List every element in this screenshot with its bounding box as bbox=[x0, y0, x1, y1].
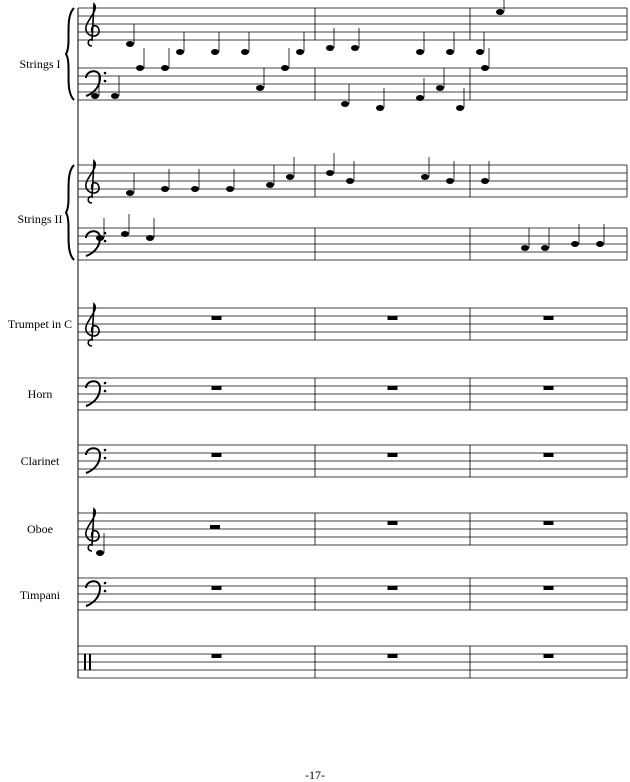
note bbox=[281, 65, 289, 71]
rest bbox=[387, 386, 398, 390]
note bbox=[91, 93, 99, 99]
note bbox=[571, 241, 579, 247]
note bbox=[346, 178, 354, 184]
rest bbox=[387, 316, 398, 320]
treble-clef bbox=[85, 159, 100, 204]
note bbox=[436, 85, 444, 91]
note bbox=[341, 101, 349, 107]
bass-clef-dot bbox=[103, 448, 107, 452]
note bbox=[476, 49, 484, 55]
note bbox=[111, 93, 119, 99]
instrument-label: Strings I bbox=[19, 57, 60, 71]
rest bbox=[387, 521, 398, 525]
bass-clef bbox=[85, 70, 102, 97]
note bbox=[376, 105, 384, 111]
note bbox=[456, 105, 464, 111]
rest bbox=[543, 453, 554, 457]
bass-clef-dot bbox=[103, 71, 107, 75]
bass-clef bbox=[85, 580, 102, 607]
rest bbox=[387, 453, 398, 457]
music bbox=[64, 0, 628, 679]
note bbox=[481, 65, 489, 71]
bass-clef-dot bbox=[103, 239, 107, 243]
page-number: -17- bbox=[305, 768, 325, 782]
note bbox=[541, 245, 549, 251]
note bbox=[211, 49, 219, 55]
note bbox=[241, 49, 249, 55]
rest bbox=[387, 586, 398, 590]
treble-clef bbox=[85, 2, 100, 47]
note bbox=[481, 178, 489, 184]
note bbox=[351, 45, 359, 51]
note bbox=[146, 235, 154, 241]
bass-clef bbox=[85, 380, 102, 407]
note bbox=[416, 49, 424, 55]
percussion-clef bbox=[84, 654, 86, 670]
note bbox=[266, 182, 274, 188]
instrument-label: Oboe bbox=[27, 522, 53, 536]
note bbox=[286, 174, 294, 180]
rest bbox=[211, 453, 222, 457]
treble-clef bbox=[85, 302, 100, 347]
note bbox=[191, 186, 199, 192]
rest bbox=[211, 316, 222, 320]
rest bbox=[387, 654, 398, 658]
note bbox=[96, 550, 104, 556]
percussion-clef bbox=[89, 654, 91, 670]
rest bbox=[210, 525, 220, 529]
instrument-label: Clarinet bbox=[21, 454, 60, 468]
note bbox=[496, 9, 504, 15]
rest bbox=[543, 654, 554, 658]
note bbox=[126, 41, 134, 47]
note bbox=[136, 65, 144, 71]
note bbox=[161, 65, 169, 71]
rest bbox=[543, 521, 554, 525]
brace bbox=[64, 164, 75, 261]
note bbox=[121, 231, 129, 237]
rest bbox=[211, 586, 222, 590]
note bbox=[126, 190, 134, 196]
note bbox=[226, 186, 234, 192]
note bbox=[296, 49, 304, 55]
note bbox=[161, 186, 169, 192]
note bbox=[256, 85, 264, 91]
instrument-label: Horn bbox=[28, 387, 53, 401]
note bbox=[596, 241, 604, 247]
instrument-label: Timpani bbox=[20, 588, 61, 602]
instrument-label: Trumpet in C bbox=[8, 317, 72, 331]
rest bbox=[211, 386, 222, 390]
brace bbox=[64, 7, 75, 101]
rest bbox=[543, 386, 554, 390]
note bbox=[446, 178, 454, 184]
bass-clef-dot bbox=[103, 381, 107, 385]
note bbox=[446, 49, 454, 55]
bass-clef bbox=[85, 447, 102, 474]
rest bbox=[543, 586, 554, 590]
rest bbox=[543, 316, 554, 320]
bass-clef-dot bbox=[103, 589, 107, 593]
note bbox=[326, 170, 334, 176]
note bbox=[176, 49, 184, 55]
instrument-label: Strings II bbox=[18, 212, 63, 226]
bass-clef-dot bbox=[103, 389, 107, 393]
note bbox=[521, 245, 529, 251]
note bbox=[421, 174, 429, 180]
bass-clef-dot bbox=[103, 79, 107, 83]
note bbox=[326, 45, 334, 51]
rest bbox=[211, 654, 222, 658]
bass-clef-dot bbox=[103, 456, 107, 460]
treble-clef bbox=[85, 507, 100, 552]
bass-clef-dot bbox=[103, 581, 107, 585]
note bbox=[96, 235, 104, 241]
note bbox=[416, 95, 424, 101]
